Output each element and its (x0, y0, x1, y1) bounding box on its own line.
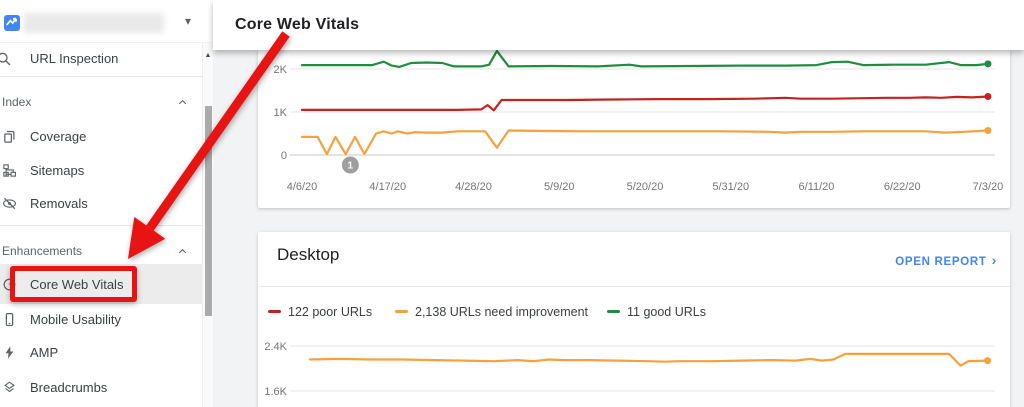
speedometer-icon (2, 277, 17, 292)
x-axis-tick-label: 5/9/20 (544, 181, 575, 193)
scrollbar-thumb[interactable] (205, 106, 212, 316)
sidebar-item-label: Mobile Usability (30, 311, 122, 327)
search-console-property-icon (4, 15, 20, 31)
lightning-icon (2, 345, 17, 360)
sidebar-item-sitemaps[interactable]: Sitemaps (0, 157, 202, 183)
page-title: Core Web Vitals (235, 16, 360, 33)
sidebar-scrollbar[interactable]: ▲ (202, 43, 213, 407)
coverage-pages-icon (2, 129, 17, 144)
desktop-trend-chart[interactable]: 2.4K 1.6K (258, 330, 1010, 407)
sidebar-item-label: Core Web Vitals (30, 276, 124, 292)
annotation-count-badge (341, 156, 359, 174)
section-header-enhancements: Enhancements (2, 244, 83, 258)
scroll-up-icon[interactable]: ▲ (204, 52, 212, 59)
x-axis-tick-label: 4/28/20 (455, 181, 492, 193)
series-line (300, 95, 990, 112)
cwv-trend-chart[interactable]: 2K 1K 0 4/6/20 4/17/20 4/28/20 5/9/20 5/20/20 5/… (258, 49, 1010, 208)
x-axis-tick-label: 7/3/20 (973, 181, 1004, 193)
sidebar-item-removals[interactable]: Removals (0, 190, 202, 216)
card-divider (258, 286, 1010, 287)
series-end-dot (984, 93, 992, 101)
x-axis-tick-label: 5/20/20 (627, 181, 664, 193)
series-end-dot (984, 357, 992, 365)
desktop-card-title: Desktop (277, 245, 340, 264)
section-header-index: Index (2, 95, 32, 109)
series-end-dot (984, 60, 992, 68)
legend-label: 2,138 URLs need improvement (415, 304, 589, 319)
y-axis-tick-label: 1K (274, 107, 288, 119)
sidebar-item-url-inspection[interactable]: URL Inspection (0, 45, 202, 71)
chevron-up-icon[interactable] (176, 245, 189, 258)
annotation-count-label: 1 (348, 161, 354, 172)
series-line (300, 49, 990, 68)
y-axis-tick-label: 1.6K (264, 386, 287, 398)
y-axis-tick-label: 2K (274, 64, 288, 76)
legend-item-good[interactable]: 11 good URLs (607, 304, 706, 319)
sidebar: ▾ URL Inspection Index Coverage Sitemaps… (0, 0, 213, 407)
phone-icon (2, 312, 17, 327)
sidebar-item-coverage[interactable]: Coverage (0, 123, 202, 149)
sidebar-divider (0, 76, 202, 77)
series-end-dot (984, 126, 992, 134)
series-line (300, 129, 990, 156)
x-axis-tick-label: 5/31/20 (712, 181, 749, 193)
chevron-up-icon[interactable] (176, 96, 189, 109)
poor-legend-dash-icon (268, 309, 281, 314)
x-axis-tick-label: 4/17/20 (369, 181, 406, 193)
page-header: Core Web Vitals (213, 0, 1024, 50)
property-name-redacted (24, 13, 164, 33)
chevron-right-icon: › (991, 252, 997, 268)
series-line (308, 352, 989, 367)
sidebar-divider (0, 225, 202, 226)
layers-icon (2, 380, 17, 395)
chevron-down-icon: ▾ (185, 14, 192, 28)
legend-item-needs-improvement[interactable]: 2,138 URLs need improvement (395, 304, 588, 319)
sidebar-item-label: Breadcrumbs (30, 379, 108, 395)
sidebar-item-label: Sitemaps (30, 162, 85, 178)
eye-off-icon (2, 196, 17, 211)
search-icon (0, 51, 11, 66)
cwv-trend-card: 2K 1K 0 4/6/20 4/17/20 4/28/20 5/9/20 5/20/20 5/… (258, 49, 1010, 208)
legend-label: 11 good URLs (627, 304, 706, 319)
y-axis-tick-label: 2.4K (264, 341, 287, 353)
good-legend-dash-icon (607, 309, 620, 314)
legend-item-poor[interactable]: 122 poor URLs (268, 304, 372, 319)
property-selector[interactable]: ▾ (0, 0, 213, 43)
sitemap-tree-icon (2, 163, 17, 178)
sidebar-item-breadcrumbs[interactable]: Breadcrumbs (0, 374, 202, 400)
x-axis-tick-label: 6/11/20 (799, 181, 835, 193)
sidebar-item-mobile-usability[interactable]: Mobile Usability (0, 306, 202, 332)
legend-label: 122 poor URLs (288, 304, 373, 319)
needs-improvement-legend-dash-icon (395, 309, 408, 314)
sidebar-item-label: AMP (30, 344, 59, 360)
sidebar-item-amp[interactable]: AMP (0, 339, 202, 365)
sidebar-item-core-web-vitals[interactable]: Core Web Vitals (0, 271, 202, 297)
sidebar-item-label: Removals (30, 195, 88, 211)
desktop-report-card: Desktop OPEN REPORT › 122 poor URLs 2,138… (258, 232, 1010, 407)
x-axis-tick-label: 6/22/20 (884, 181, 921, 193)
open-report-link[interactable]: OPEN REPORT › (895, 252, 997, 268)
x-axis-tick-label: 4/6/20 (287, 181, 318, 193)
open-report-label: OPEN REPORT (895, 256, 987, 268)
sidebar-item-label: Coverage (30, 128, 87, 144)
sidebar-item-label: URL Inspection (30, 50, 119, 66)
y-axis-tick-label: 0 (281, 150, 287, 162)
